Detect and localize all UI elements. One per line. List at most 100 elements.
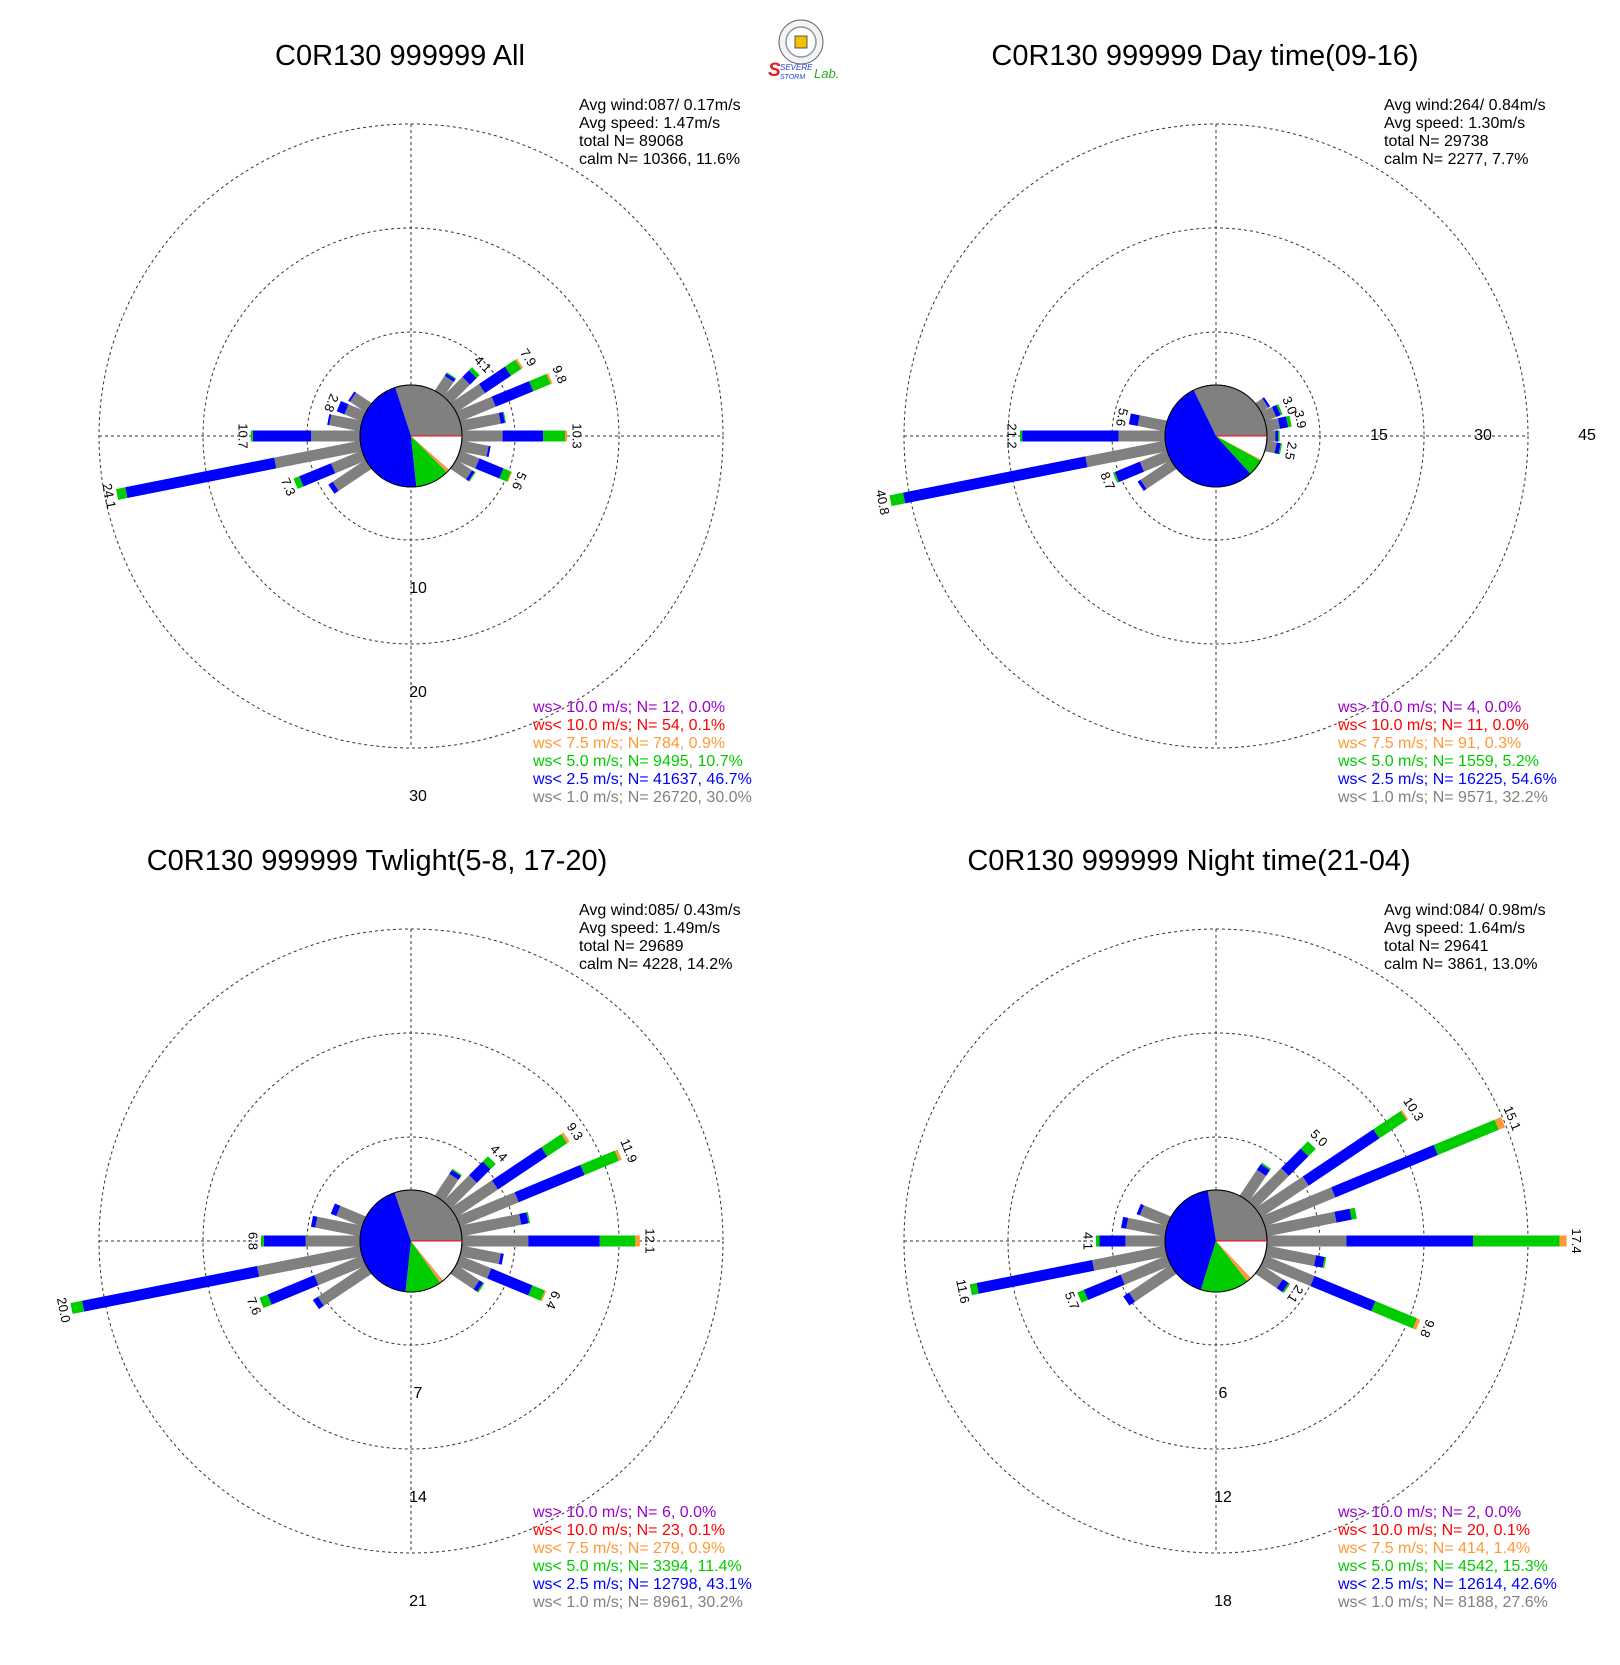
- legend-lt25: ws< 2.5 m/s; N= 16225, 54.6%: [1337, 771, 1557, 788]
- bar-segment-lt1: [1238, 1169, 1267, 1204]
- bar-segment-lt25: [1136, 1203, 1144, 1216]
- bar-segment-lt25: [466, 470, 475, 482]
- bar-segment-lt1: [257, 1245, 364, 1277]
- legend-lt5: ws< 5.0 m/s; N= 1559, 5.2%: [1337, 753, 1539, 770]
- bar-dir-247.5: 8.7: [1097, 449, 1173, 492]
- legend-gt10: ws> 10.0 m/s; N= 6, 0.0%: [532, 1504, 716, 1521]
- bar-segment-lt25: [1256, 1164, 1270, 1176]
- bar-segment-lt5: [1300, 1141, 1316, 1157]
- bar-segment-lt1: [1085, 440, 1169, 468]
- bar-dir-78.75: [1263, 1207, 1357, 1237]
- bar-segment-lt5: [526, 1212, 531, 1224]
- bar-dir-112.5: 5.6: [454, 449, 530, 492]
- bar-segment-lt25: [1099, 1235, 1126, 1247]
- bar-segment-lt25: [267, 1275, 319, 1305]
- bar-segment-lt5: [1112, 472, 1119, 483]
- bar-dir-90: 12.1: [460, 1228, 657, 1254]
- bar-segment-lt1: [1259, 1187, 1336, 1228]
- bar-label-258.75: 11.6: [953, 1278, 972, 1305]
- calm-n-text: calm N= 10366, 11.6%: [579, 151, 740, 168]
- bar-segment-lt5: [1095, 1235, 1100, 1247]
- bar-segment-lt1: [336, 1205, 368, 1228]
- bar-segment-lt1: [1118, 430, 1167, 442]
- bar-segment-lt1: [1246, 1168, 1289, 1211]
- bar-segment-lt75: [614, 1149, 622, 1161]
- direction-bars: 4.1 7.99.810.35.67.324.110.72.8: [100, 346, 585, 510]
- bar-segment-lt75: [1559, 1235, 1567, 1247]
- bar-dir-292.5: [330, 1203, 368, 1228]
- bar-segment-lt1: [1265, 430, 1276, 442]
- bar-segment-lt1: [315, 1216, 364, 1237]
- bar-segment-lt1: [458, 440, 489, 457]
- bar-segment-lt25: [336, 401, 349, 415]
- bar-label-247.5: 7.3: [278, 476, 299, 498]
- speed-legend: ws> 10.0 m/s; N= 12, 0.0% ws< 10.0 m/s; …: [532, 699, 752, 806]
- bar-segment-lt5: [1371, 1301, 1418, 1329]
- bar-segment-lt5: [504, 359, 522, 376]
- ring-label-3: 30: [409, 788, 427, 805]
- calm-n-text: calm N= 2277, 7.7%: [1384, 151, 1529, 168]
- legend-lt25: ws< 2.5 m/s; N= 12614, 42.6%: [1337, 1576, 1557, 1593]
- bar-segment-lt25: [486, 445, 491, 457]
- bar-dir-56.25: 10.3: [1253, 1094, 1427, 1219]
- ring-label-1: 15: [1370, 427, 1388, 444]
- bar-segment-lt1: [1139, 449, 1173, 472]
- calm-pie-wedge-lt10: [411, 1241, 443, 1282]
- bar-segment-lt1: [454, 1254, 492, 1279]
- bar-segment-lt5: [116, 487, 128, 500]
- bar-dir-236.25: [328, 458, 374, 494]
- bar-segment-lt5: [1020, 430, 1023, 442]
- lab-logo: S SEVERE STORM Lab.: [768, 19, 839, 81]
- bar-segment-lt25: [299, 463, 336, 487]
- ring-label-2: 20: [409, 684, 427, 701]
- ring-label-1: 6: [1219, 1385, 1228, 1402]
- bar-segment-lt75: [507, 471, 513, 483]
- bar-segment-lt1: [331, 449, 368, 474]
- bar-label-270: 6.8: [246, 1232, 261, 1250]
- bar-label-258.75: 40.8: [873, 488, 893, 516]
- bar-segment-lt1: [305, 1235, 362, 1247]
- bar-dir-270: 21.2: [1005, 423, 1167, 449]
- calm-pie-wedge-lt5: [405, 1241, 441, 1292]
- bar-segment-lt75: [565, 430, 568, 442]
- panel-night-time: C0R130 999999 Night time(21-04) Avg wind…: [903, 845, 1584, 1611]
- bar-segment-lt5: [1276, 404, 1283, 416]
- calm-pie-wedge-lt75: [1216, 1241, 1251, 1282]
- bar-dir-78.75: [458, 411, 506, 432]
- bar-dir-90: [1265, 430, 1280, 442]
- legend-lt75: ws< 7.5 m/s; N= 279, 0.9%: [532, 1540, 725, 1557]
- calm-pie-wedge-lt25: [360, 1192, 411, 1292]
- bar-dir-303.75: [348, 391, 374, 414]
- panel-day-time: C0R130 999999 Day time(09-16) Avg wind:2…: [873, 40, 1596, 806]
- avg-wind-text: Avg wind:264/ 0.84m/s: [1384, 97, 1546, 114]
- bar-dir-292.5: 2.8: [321, 392, 368, 423]
- bar-segment-lt5: [1322, 1257, 1327, 1269]
- wind-rose: 3.03.9 2.5 40.8 21.2 5.6 8.7: [873, 123, 1529, 749]
- summary-stats: Avg wind:085/ 0.43m/s Avg speed: 1.49m/s…: [579, 902, 741, 973]
- bar-dir-101.25: [1263, 1245, 1327, 1269]
- bar-segment-lt75: [515, 358, 524, 369]
- seal-emblem: [794, 35, 808, 49]
- direction-bars: 5.010.3 15.117.49.82.15.711.64.1: [953, 1094, 1584, 1340]
- bar-dir-281.25: 5.6: [1113, 407, 1169, 432]
- legend-lt5: ws< 5.0 m/s; N= 3394, 11.4%: [532, 1558, 742, 1575]
- panel-twilight: C0R130 999999 Twlight(5-8, 17-20) Avg wi…: [54, 845, 752, 1611]
- bar-segment-lt5: [1278, 430, 1280, 442]
- bar-dir-258.75: 11.6: [953, 1245, 1169, 1305]
- bar-segment-lt1: [349, 392, 374, 414]
- ring-label-1: 7: [414, 1385, 423, 1402]
- bar-label-67.5: 3.0: [1279, 394, 1300, 416]
- bar-dir-101.25: [458, 1245, 504, 1265]
- bar-label-67.5: 15.1: [1501, 1104, 1525, 1133]
- panel-title: C0R130 999999 Twlight(5-8, 17-20): [147, 845, 608, 877]
- ring-labels: 7 14 21: [409, 1385, 427, 1610]
- bar-segment-lt5: [580, 1150, 619, 1175]
- legend-lt5: ws< 5.0 m/s; N= 9495, 10.7%: [532, 753, 743, 770]
- bar-dir-67.5: 9.8: [454, 363, 570, 423]
- legend-gt10: ws> 10.0 m/s; N= 2, 0.0%: [1337, 1504, 1521, 1521]
- bar-segment-lt1: [441, 1175, 477, 1211]
- bar-dir-33.75: [433, 1168, 462, 1204]
- bar-segment-lt1: [454, 1192, 519, 1228]
- bar-segment-lt5: [70, 1300, 85, 1314]
